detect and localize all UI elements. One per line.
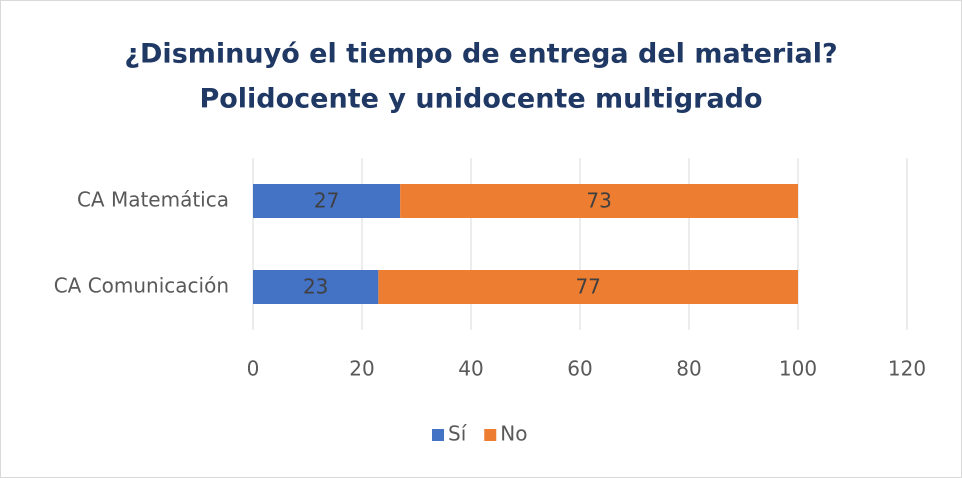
data-label: 27 bbox=[314, 189, 339, 213]
x-tick-label: 40 bbox=[458, 357, 483, 381]
x-tick-label: 60 bbox=[567, 357, 592, 381]
chart-title: ¿Disminuyó el tiempo de entrega del mate… bbox=[124, 39, 837, 70]
legend-swatch bbox=[432, 429, 444, 441]
legend-label: No bbox=[500, 422, 527, 446]
bar bbox=[253, 184, 401, 218]
data-label: 73 bbox=[586, 189, 611, 213]
legend-swatch bbox=[484, 429, 497, 441]
bar bbox=[400, 184, 798, 218]
x-tick-label: 100 bbox=[779, 357, 817, 381]
chart-title: Polidocente y unidocente multigrado bbox=[199, 84, 762, 115]
data-label: 23 bbox=[303, 275, 328, 299]
x-tick-label: 0 bbox=[247, 357, 260, 381]
y-tick-label: CA Comunicación bbox=[54, 274, 229, 298]
y-tick-label: CA Matemática bbox=[77, 188, 229, 212]
x-tick-label: 120 bbox=[888, 357, 926, 381]
x-tick-label: 80 bbox=[676, 357, 701, 381]
legend-label: Sí bbox=[448, 422, 468, 446]
bar bbox=[378, 270, 798, 304]
data-label: 77 bbox=[575, 275, 600, 299]
x-tick-label: 20 bbox=[349, 357, 374, 381]
bar bbox=[253, 270, 379, 304]
